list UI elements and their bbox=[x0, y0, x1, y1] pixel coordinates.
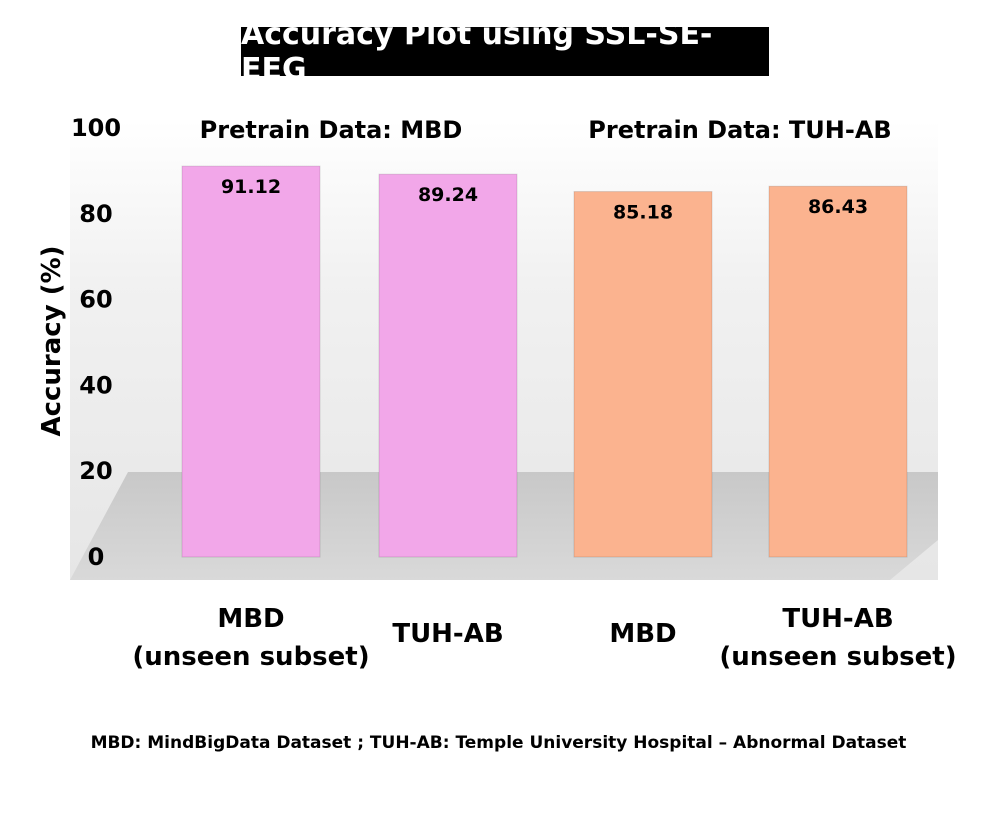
y-tick-label: 20 bbox=[79, 457, 112, 485]
x-category-label: TUH-AB (unseen subset) bbox=[708, 600, 968, 676]
x-category-line1: TUH-AB bbox=[782, 604, 894, 634]
group-label: Pretrain Data: MBD bbox=[200, 116, 463, 144]
x-category-line2: (unseen subset) bbox=[719, 642, 957, 672]
bar-value-label: 86.43 bbox=[808, 196, 868, 218]
x-category-label: MBD bbox=[513, 615, 773, 653]
y-tick-label: 0 bbox=[88, 543, 105, 571]
footnote: MBD: MindBigData Dataset ; TUH-AB: Templ… bbox=[90, 733, 907, 753]
x-category-label: TUH-AB bbox=[318, 615, 578, 653]
x-category-line1: MBD bbox=[217, 604, 285, 634]
y-tick-label: 60 bbox=[79, 286, 112, 314]
bar bbox=[378, 173, 518, 558]
x-category-line2: (unseen subset) bbox=[132, 642, 370, 672]
bar bbox=[768, 185, 908, 558]
y-tick-label: 100 bbox=[71, 114, 121, 142]
x-category-line1: TUH-AB bbox=[392, 619, 504, 649]
bar-value-label: 91.12 bbox=[221, 176, 281, 198]
y-axis-label: Accuracy (%) bbox=[37, 245, 67, 436]
x-category-line1: MBD bbox=[609, 619, 677, 649]
bar bbox=[573, 191, 713, 558]
y-tick-label: 80 bbox=[79, 200, 112, 228]
bar-value-label: 85.18 bbox=[613, 202, 673, 224]
bar bbox=[181, 165, 321, 558]
group-label: Pretrain Data: TUH-AB bbox=[588, 116, 891, 144]
y-tick-label: 40 bbox=[79, 371, 112, 399]
x-category-label: MBD (unseen subset) bbox=[121, 600, 381, 676]
bar-value-label: 89.24 bbox=[418, 184, 478, 206]
